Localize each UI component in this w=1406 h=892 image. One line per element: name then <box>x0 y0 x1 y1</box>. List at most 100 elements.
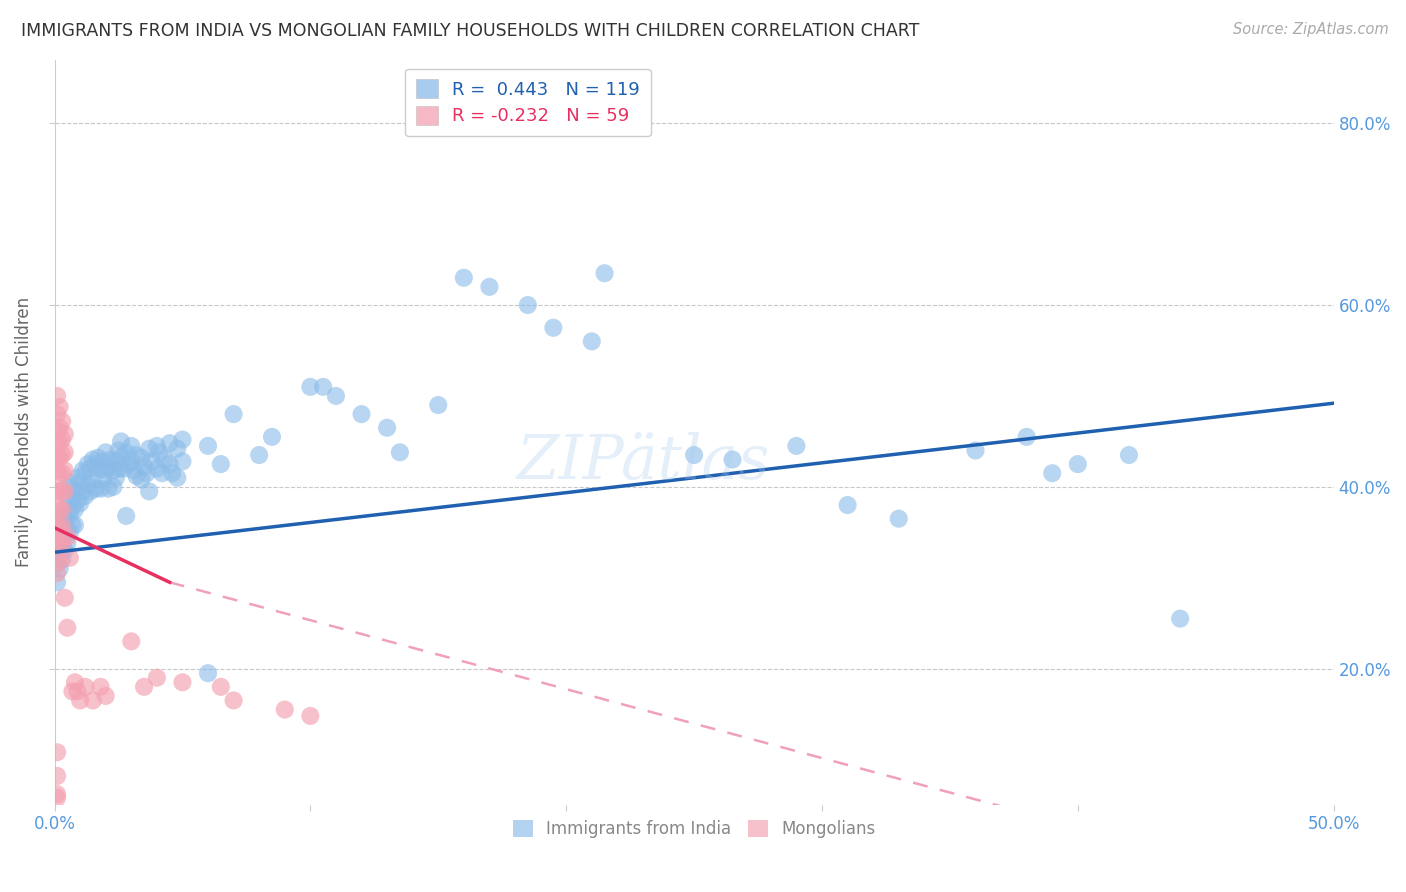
Point <box>46 539 69 553</box>
Point <box>56 505 79 519</box>
Point <box>312 380 335 394</box>
Point <box>53 543 76 558</box>
Point <box>46 769 69 783</box>
Point <box>91 454 114 468</box>
Point <box>120 454 142 468</box>
Point <box>66 471 89 485</box>
Point <box>79 461 101 475</box>
Point <box>222 407 245 421</box>
Point <box>59 525 82 540</box>
Point <box>107 461 129 475</box>
Point <box>160 467 183 481</box>
Point <box>166 442 188 456</box>
Point <box>56 489 79 503</box>
Point <box>53 511 76 525</box>
Point <box>76 457 98 471</box>
Point <box>350 407 373 421</box>
Point <box>581 334 603 349</box>
Point <box>66 493 89 508</box>
Point <box>150 467 173 481</box>
Point <box>69 693 91 707</box>
Point <box>122 463 145 477</box>
Point <box>785 439 807 453</box>
Point <box>56 530 79 544</box>
Point <box>593 266 616 280</box>
Point <box>48 469 70 483</box>
Point <box>148 445 170 459</box>
Point <box>66 684 89 698</box>
Point <box>51 536 73 550</box>
Point <box>427 398 450 412</box>
Point <box>51 552 73 566</box>
Point <box>48 554 70 568</box>
Point <box>91 473 114 487</box>
Point <box>46 389 69 403</box>
Point <box>110 434 132 449</box>
Point <box>59 550 82 565</box>
Point <box>965 443 987 458</box>
Point <box>94 689 117 703</box>
Point <box>131 450 153 465</box>
Point <box>53 527 76 541</box>
Point <box>299 709 322 723</box>
Point <box>197 439 219 453</box>
Point <box>51 502 73 516</box>
Point <box>516 298 538 312</box>
Point <box>62 518 84 533</box>
Point <box>172 433 194 447</box>
Point <box>69 496 91 510</box>
Point <box>48 400 70 414</box>
Point <box>260 430 283 444</box>
Point <box>63 502 86 516</box>
Point <box>110 450 132 465</box>
Point <box>46 407 69 421</box>
Point <box>153 452 176 467</box>
Point <box>325 389 347 403</box>
Legend: Immigrants from India, Mongolians: Immigrants from India, Mongolians <box>506 814 882 845</box>
Point <box>1015 430 1038 444</box>
Point <box>683 448 706 462</box>
Point <box>63 675 86 690</box>
Point <box>51 448 73 462</box>
Point <box>51 518 73 533</box>
Point <box>46 787 69 801</box>
Point <box>94 445 117 459</box>
Y-axis label: Family Households with Children: Family Households with Children <box>15 297 32 567</box>
Point <box>209 457 232 471</box>
Point <box>453 270 475 285</box>
Point <box>115 445 138 459</box>
Point <box>135 467 157 481</box>
Text: ZIPätlas: ZIPätlas <box>516 432 769 492</box>
Point <box>53 591 76 605</box>
Point <box>48 562 70 576</box>
Text: IMMIGRANTS FROM INDIA VS MONGOLIAN FAMILY HOUSEHOLDS WITH CHILDREN CORRELATION C: IMMIGRANTS FROM INDIA VS MONGOLIAN FAMIL… <box>21 22 920 40</box>
Point <box>120 439 142 453</box>
Point <box>82 473 104 487</box>
Point <box>46 484 69 499</box>
Point <box>53 445 76 459</box>
Point <box>1168 612 1191 626</box>
Point <box>46 436 69 450</box>
Point <box>48 436 70 450</box>
Point <box>209 680 232 694</box>
Point <box>62 684 84 698</box>
Point <box>46 500 69 514</box>
Point <box>56 621 79 635</box>
Point <box>75 467 97 481</box>
Point <box>543 320 565 334</box>
Point <box>97 482 120 496</box>
Point <box>72 463 94 477</box>
Point <box>138 442 160 456</box>
Point <box>46 575 69 590</box>
Point <box>53 463 76 477</box>
Point <box>247 448 270 462</box>
Point <box>48 521 70 535</box>
Point <box>48 484 70 499</box>
Point <box>56 521 79 535</box>
Point <box>62 480 84 494</box>
Point <box>51 433 73 447</box>
Point <box>63 518 86 533</box>
Point <box>94 463 117 477</box>
Point <box>90 482 112 496</box>
Point <box>103 480 125 494</box>
